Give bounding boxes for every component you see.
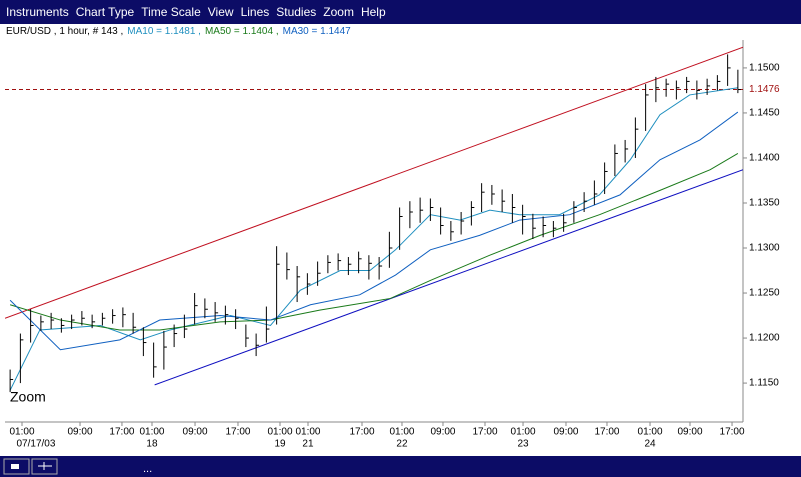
menu-item[interactable]: Time Scale <box>141 5 201 19</box>
y-tick-label: 1.1250 <box>749 288 780 299</box>
price-level-label: 1.1476 <box>749 84 780 95</box>
menu-item[interactable]: Help <box>360 5 386 19</box>
moving-average <box>9 153 739 331</box>
date-label: 19 <box>274 439 286 450</box>
menu-item[interactable]: Zoom <box>323 5 354 19</box>
plot-area <box>5 46 743 393</box>
legend-entry: MA50 = 1.1404 , <box>204 26 279 37</box>
x-tick-label: 01:00 <box>267 427 292 438</box>
menu-item[interactable]: View <box>207 5 234 19</box>
date-label: 21 <box>302 439 314 450</box>
menu-item[interactable]: Studies <box>276 5 317 19</box>
x-tick-label: 17:00 <box>720 427 745 438</box>
x-tick-label: 09:00 <box>430 427 455 438</box>
x-tick-label: 09:00 <box>183 427 208 438</box>
menu-item[interactable]: Chart Type <box>75 5 135 19</box>
menu-item[interactable]: Lines <box>240 5 270 19</box>
x-tick-label: 01:00 <box>295 427 320 438</box>
icon <box>11 464 19 469</box>
moving-average <box>9 87 738 391</box>
x-tick-label: 01:00 <box>511 427 536 438</box>
menu-item[interactable]: Instruments <box>6 5 69 19</box>
date-label: 22 <box>396 439 408 450</box>
date-label: 18 <box>146 439 158 450</box>
chart-subtitle: EUR/USD , 1 hour, # 143 , <box>6 26 124 37</box>
trendline <box>5 46 743 319</box>
status-bar: ... <box>0 456 801 477</box>
x-tick-label: 01:00 <box>9 427 34 438</box>
chart: Zoom 1.1500 1.1450 1.1400 1.1350 1.1300 1.125… <box>5 40 780 450</box>
menu-bar: Instruments Chart Type Time Scale View Lines… <box>0 0 801 24</box>
x-tick-label: 01:00 <box>638 427 663 438</box>
date-label: 07/17/03 <box>16 439 55 450</box>
legend-entry: MA30 = 1.1447 <box>282 26 351 37</box>
date-label: 23 <box>517 439 529 450</box>
x-tick-label: 17:00 <box>109 427 134 438</box>
y-tick-label: 1.1300 <box>749 243 780 254</box>
zoom-label: Zoom <box>10 389 46 405</box>
x-tick-label: 09:00 <box>677 427 702 438</box>
x-tick-label: 17:00 <box>225 427 250 438</box>
x-tick-label: 17:00 <box>349 427 374 438</box>
y-tick-label: 1.1200 <box>749 333 780 344</box>
y-tick-label: 1.1150 <box>749 378 779 389</box>
status-text: ... <box>143 463 152 475</box>
y-tick-label: 1.1400 <box>749 153 780 164</box>
y-tick-label: 1.1500 <box>749 63 780 74</box>
x-tick-label: 01:00 <box>139 427 164 438</box>
x-tick-label: 17:00 <box>472 427 497 438</box>
status-icons: ... <box>3 458 152 475</box>
date-label: 24 <box>644 439 656 450</box>
x-tick-label: 17:00 <box>594 427 619 438</box>
x-tick-label: 09:00 <box>68 427 93 438</box>
x-tick-label: 09:00 <box>553 427 578 438</box>
y-tick-label: 1.1450 <box>749 108 780 119</box>
y-tick-label: 1.1350 <box>749 198 780 209</box>
moving-average <box>9 111 739 351</box>
x-tick-label: 01:00 <box>389 427 414 438</box>
legend-entry: MA10 = 1.1481 , <box>127 26 201 37</box>
trendline <box>154 169 743 386</box>
chart-header: EUR/USD , 1 hour, # 143 , MA10 = 1.1481 ,… <box>6 26 355 37</box>
